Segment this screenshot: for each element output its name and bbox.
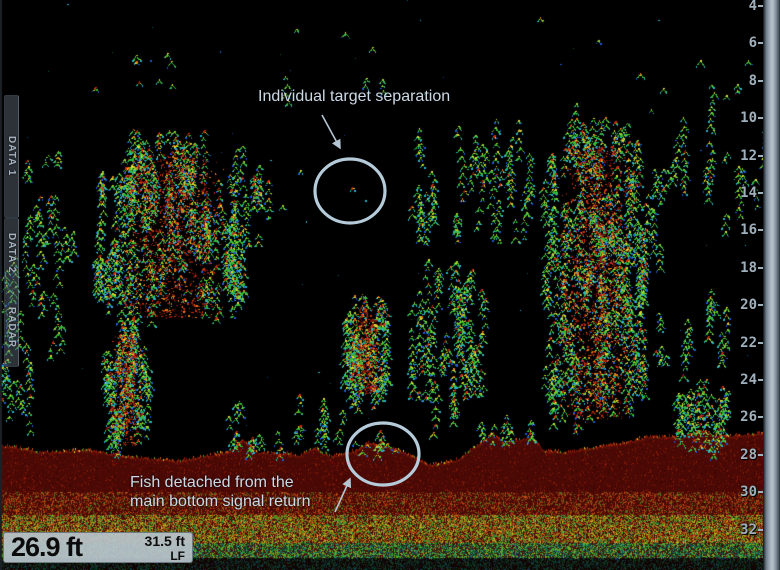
depth-readout: 26.9 ft 31.5 ft LF xyxy=(3,532,193,563)
rts-strip xyxy=(763,0,780,570)
secondary-depth-value: 31.5 ft xyxy=(144,532,185,549)
sidebar-tab-label: DATA 1 xyxy=(6,136,17,177)
sidebar-tab-label: RADAR xyxy=(6,307,17,349)
depth-value: 26.9 ft xyxy=(11,532,83,562)
sidebar-tab-label: DATA 2 xyxy=(6,233,17,274)
frequency-label: LF xyxy=(170,548,185,563)
side-tab-strip: DATA 1 DATA 2 RADAR xyxy=(4,95,19,367)
sidebar-tab-data1[interactable]: DATA 1 xyxy=(4,95,19,218)
sidebar-tab-radar[interactable]: RADAR xyxy=(4,289,19,367)
sidebar-tab-data2[interactable]: DATA 2 xyxy=(4,218,19,289)
secondary-readout: 31.5 ft LF xyxy=(145,533,185,563)
